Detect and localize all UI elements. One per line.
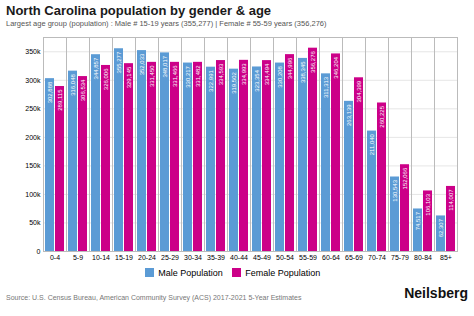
svg-text:300k: 300k [25, 77, 41, 84]
svg-text:114,007: 114,007 [448, 189, 454, 211]
svg-text:323,354: 323,354 [254, 69, 260, 91]
svg-text:352,033: 352,033 [139, 53, 145, 75]
svg-text:330,208: 330,208 [277, 65, 283, 87]
svg-text:106,103: 106,103 [425, 193, 431, 215]
svg-text:70-74: 70-74 [368, 254, 386, 261]
svg-text:80-84: 80-84 [414, 254, 432, 261]
html-text:Female Population: Female Population [245, 267, 321, 278]
svg-text:355,277: 355,277 [116, 51, 122, 73]
svg-text:316,048: 316,048 [70, 73, 76, 95]
svg-text:0-4: 0-4 [50, 254, 60, 261]
svg-text:326,006: 326,006 [103, 68, 109, 90]
svg-text:338,345: 338,345 [300, 61, 306, 83]
svg-text:330,217: 330,217 [185, 65, 191, 87]
svg-text:60-64: 60-64 [322, 254, 340, 261]
html-text:Largest age group (population): Largest age group (population) : Male # … [6, 19, 327, 28]
svg-text:260,225: 260,225 [379, 105, 385, 127]
svg-text:344,857: 344,857 [93, 57, 99, 79]
svg-text:334,993: 334,993 [241, 63, 247, 85]
svg-text:350k: 350k [25, 48, 41, 55]
svg-text:302,888: 302,888 [47, 81, 53, 103]
svg-text:130,543: 130,543 [392, 179, 398, 201]
svg-text:62,307: 62,307 [438, 218, 444, 237]
svg-text:344,996: 344,996 [287, 57, 293, 79]
svg-text:331,450: 331,450 [149, 65, 155, 87]
svg-text:5-9: 5-9 [73, 254, 83, 261]
svg-text:0: 0 [37, 248, 41, 255]
svg-text:20-24: 20-24 [138, 254, 156, 261]
svg-text:150k: 150k [25, 162, 41, 169]
svg-text:10-14: 10-14 [92, 254, 110, 261]
svg-text:331,482: 331,482 [195, 65, 201, 87]
svg-text:15-19: 15-19 [115, 254, 133, 261]
svg-text:329,145: 329,145 [126, 66, 132, 88]
svg-text:50k: 50k [29, 219, 41, 226]
svg-text:75-79: 75-79 [391, 254, 409, 261]
svg-text:334,593: 334,593 [218, 63, 224, 85]
svg-text:50-54: 50-54 [276, 254, 294, 261]
svg-text:85+: 85+ [440, 254, 452, 261]
svg-text:311,313: 311,313 [323, 76, 329, 98]
html-text:Source: U.S. Census Bureau, Am: Source: U.S. Census Bureau, American Com… [6, 294, 302, 301]
svg-text:331,466: 331,466 [172, 65, 178, 87]
svg-text:211,040: 211,040 [369, 133, 375, 155]
svg-text:30-34: 30-34 [184, 254, 202, 261]
svg-text:200k: 200k [25, 134, 41, 141]
svg-text:55-59: 55-59 [299, 254, 317, 261]
svg-text:152,066: 152,066 [402, 167, 408, 189]
svg-text:346,204: 346,204 [333, 56, 339, 78]
svg-text:322,991: 322,991 [208, 70, 214, 92]
svg-text:334,494: 334,494 [264, 63, 270, 85]
svg-text:74,517: 74,517 [415, 211, 421, 230]
html-text:North Carolina population by g: North Carolina population by gender & ag… [6, 3, 272, 18]
svg-text:35-39: 35-39 [207, 254, 225, 261]
svg-text:25-29: 25-29 [161, 254, 179, 261]
svg-text:356,276: 356,276 [310, 51, 316, 73]
svg-text:263,139: 263,139 [346, 104, 352, 126]
svg-text:348,017: 348,017 [162, 55, 168, 77]
svg-text:100k: 100k [25, 191, 41, 198]
svg-text:250k: 250k [25, 105, 41, 112]
svg-text:289,115: 289,115 [57, 89, 63, 111]
html-text:Male Population: Male Population [158, 267, 223, 278]
svg-text:40-44: 40-44 [230, 254, 248, 261]
svg-text:45-49: 45-49 [253, 254, 271, 261]
svg-text:304,399: 304,399 [356, 80, 362, 102]
svg-text:319,502: 319,502 [231, 72, 237, 94]
svg-text:306,534: 306,534 [80, 79, 86, 101]
svg-text:65-69: 65-69 [345, 254, 363, 261]
html-text:Neilsberg: Neilsberg [404, 285, 468, 301]
